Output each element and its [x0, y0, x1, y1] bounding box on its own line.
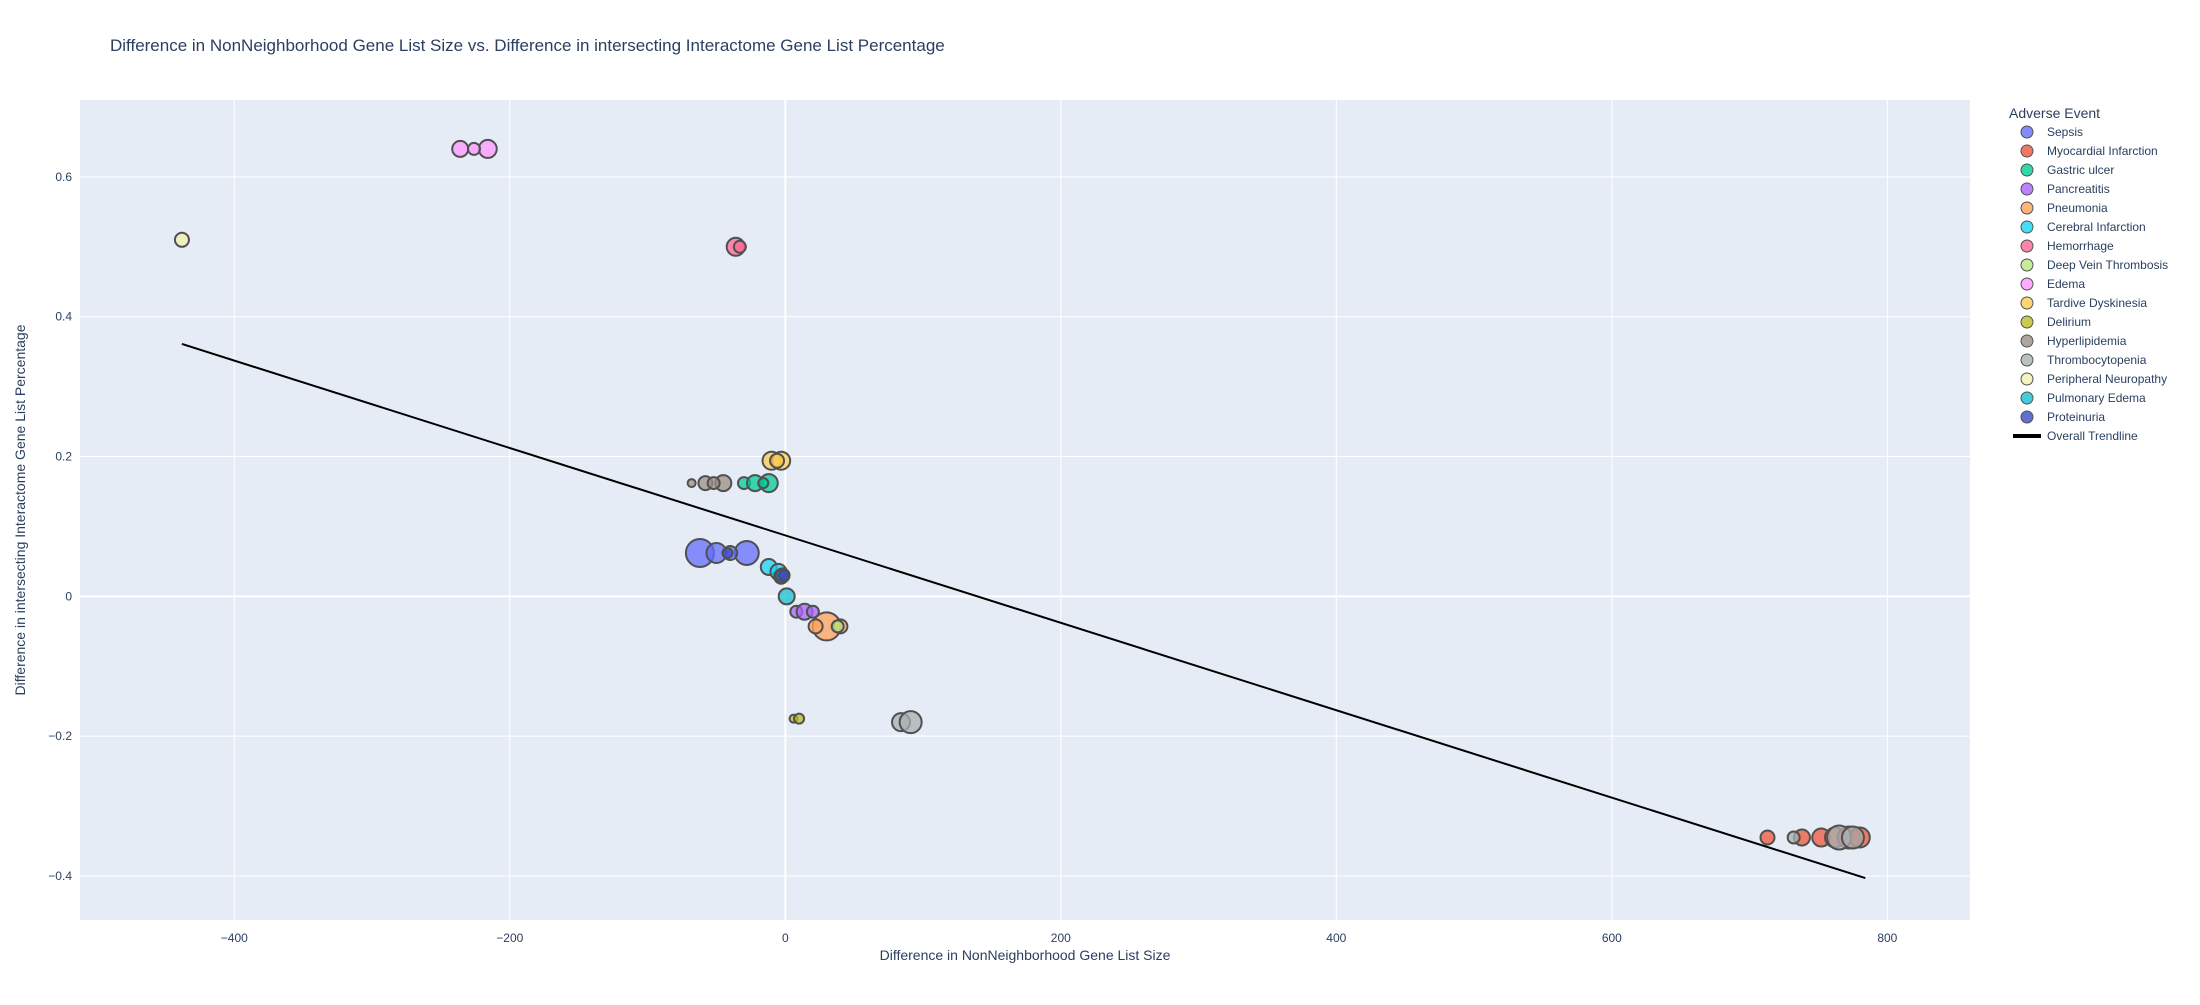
- legend-marker: [2020, 258, 2034, 272]
- x-tick-label: 800: [1877, 931, 1897, 945]
- data-point: [733, 539, 760, 566]
- legend-item: Pulmonary Edema: [2020, 391, 2146, 405]
- y-tick-label: 0.4: [55, 310, 72, 324]
- legend-label: Overall Trendline: [2047, 429, 2138, 443]
- legend-label: Pancreatitis: [2047, 182, 2110, 196]
- data-point: [1759, 829, 1776, 846]
- legend-label: Myocardial Infarction: [2047, 144, 2158, 158]
- legend-label: Pulmonary Edema: [2047, 391, 2146, 405]
- y-tick-label: 0: [65, 589, 72, 603]
- x-tick-label: −200: [496, 931, 523, 945]
- legend-marker: [2020, 220, 2034, 234]
- legend-label: Hyperlipidemia: [2047, 334, 2127, 348]
- legend-item: Peripheral Neuropathy: [2020, 372, 2167, 386]
- y-tick-label: −0.2: [48, 729, 72, 743]
- legend-label: Peripheral Neuropathy: [2047, 372, 2167, 386]
- data-point: [805, 604, 820, 619]
- legend-item: Thrombocytopenia: [2020, 353, 2147, 367]
- legend-marker: [2020, 334, 2034, 348]
- legend-marker: [2020, 277, 2034, 291]
- markers-layer: [173, 138, 1871, 851]
- legend-label: Edema: [2047, 277, 2085, 291]
- legend-label: Tardive Dyskinesia: [2047, 296, 2147, 310]
- data-point: [721, 546, 734, 559]
- data-point: [1840, 825, 1865, 850]
- x-axis-ticks: −400 −200 0 200 400 600 800: [221, 931, 1898, 945]
- legend-item: Sepsis: [2020, 125, 2083, 139]
- legend-label: Gastric ulcer: [2047, 163, 2114, 177]
- x-tick-label: 600: [1602, 931, 1622, 945]
- data-point: [732, 239, 747, 254]
- legend-item: Gastric ulcer: [2020, 163, 2114, 177]
- x-tick-label: −400: [221, 931, 248, 945]
- x-tick-label: 0: [782, 931, 789, 945]
- legend-marker: [2020, 201, 2034, 215]
- legend-item: Deep Vein Thrombosis: [2020, 258, 2168, 272]
- data-point: [769, 452, 786, 469]
- legend-label: Cerebral Infarction: [2047, 220, 2146, 234]
- data-point: [173, 231, 190, 248]
- legend: Adverse Event Sepsis Myocardial Infarctio…: [2009, 105, 2168, 443]
- legend-item: Myocardial Infarction: [2020, 144, 2158, 158]
- legend-label: Thrombocytopenia: [2047, 353, 2147, 367]
- legend-marker: [2020, 353, 2034, 367]
- y-tick-label: −0.4: [48, 869, 72, 883]
- legend-marker: [2020, 125, 2034, 139]
- legend-label: Pneumonia: [2047, 201, 2108, 215]
- data-point: [477, 138, 498, 159]
- data-point: [777, 569, 790, 582]
- legend-items: Sepsis Myocardial Infarction Gastric ulcer…: [2013, 125, 2168, 443]
- legend-marker: [2020, 296, 2034, 310]
- legend-marker: [2020, 144, 2034, 158]
- plot-area: [80, 100, 1970, 920]
- legend-title: Adverse Event: [2009, 105, 2100, 121]
- y-tick-label: 0.2: [55, 450, 72, 464]
- legend-item: Edema: [2020, 277, 2085, 291]
- data-point: [830, 619, 845, 634]
- legend-label: Delirium: [2047, 315, 2091, 329]
- data-point: [451, 139, 470, 158]
- legend-item: Proteinuria: [2020, 410, 2105, 424]
- data-point: [1786, 830, 1801, 845]
- data-point: [777, 587, 796, 606]
- data-point: [807, 618, 824, 635]
- legend-marker: [2020, 182, 2034, 196]
- legend-label: Hemorrhage: [2047, 239, 2114, 253]
- legend-marker: [2020, 315, 2034, 329]
- trendline: [181, 343, 1866, 880]
- legend-label: Sepsis: [2047, 125, 2083, 139]
- y-tick-label: 0.6: [55, 170, 72, 184]
- x-axis-label: Difference in NonNeighborhood Gene List …: [880, 947, 1171, 963]
- legend-item: Hemorrhage: [2020, 239, 2114, 253]
- data-point: [466, 141, 481, 156]
- y-axis-label: Difference in intersecting Interactome G…: [12, 324, 28, 695]
- legend-item: Tardive Dyskinesia: [2020, 296, 2147, 310]
- legend-item: Delirium: [2020, 315, 2091, 329]
- legend-item: Cerebral Infarction: [2020, 220, 2146, 234]
- trendline-layer: [181, 343, 1866, 880]
- data-point: [706, 476, 721, 491]
- data-point: [686, 478, 697, 489]
- legend-marker: [2020, 391, 2034, 405]
- grid-lines: [80, 100, 1970, 920]
- legend-label: Deep Vein Thrombosis: [2047, 258, 2168, 272]
- x-tick-label: 400: [1326, 931, 1346, 945]
- chart-title: Difference in NonNeighborhood Gene List …: [110, 36, 945, 55]
- legend-marker: [2020, 410, 2034, 424]
- x-tick-label: 200: [1051, 931, 1071, 945]
- legend-marker: [2020, 372, 2034, 386]
- legend-label: Proteinuria: [2047, 410, 2105, 424]
- data-point: [793, 712, 806, 725]
- legend-item: Overall Trendline: [2013, 429, 2138, 443]
- legend-marker: [2020, 239, 2034, 253]
- data-point: [898, 710, 923, 735]
- legend-item: Pneumonia: [2020, 201, 2108, 215]
- legend-marker: [2020, 163, 2034, 177]
- legend-item: Hyperlipidemia: [2020, 334, 2127, 348]
- legend-item: Pancreatitis: [2020, 182, 2110, 196]
- data-point: [757, 477, 770, 490]
- y-axis-ticks: −0.4 −0.2 0 0.2 0.4 0.6: [48, 170, 72, 883]
